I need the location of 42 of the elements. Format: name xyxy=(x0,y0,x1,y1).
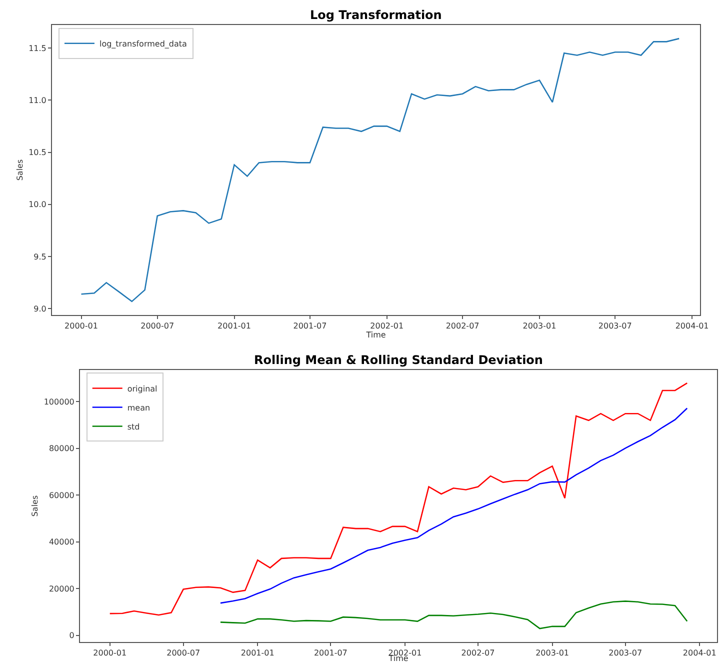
x-tick-label: 2003-01 xyxy=(522,322,556,331)
line-series xyxy=(80,38,680,302)
y-tick-label: 0 xyxy=(69,631,74,640)
y-axis-title: Sales xyxy=(30,495,40,517)
y-tick-label: 10.5 xyxy=(28,148,46,158)
x-tick-label: 2000-01 xyxy=(93,648,127,658)
x-tick-label: 2004-01 xyxy=(682,648,716,658)
x-tick-label: 2004-01 xyxy=(675,322,709,331)
x-tick-label: 2000-07 xyxy=(166,648,200,658)
y-tick-label: 20000 xyxy=(48,584,74,594)
x-tick-label: 2001-07 xyxy=(293,322,327,331)
line-series xyxy=(109,382,688,616)
legend-label: log_transformed_data xyxy=(99,40,188,49)
y-tick-label: 11.0 xyxy=(28,96,46,105)
x-tick-label: 2002-07 xyxy=(461,648,495,658)
y-axis-title: Sales xyxy=(15,159,24,181)
y-tick-label: 9.5 xyxy=(34,252,46,262)
legend-label: std xyxy=(127,422,140,432)
y-tick-label: 9.0 xyxy=(34,304,46,314)
chart-title: Rolling Mean & Rolling Standard Deviation xyxy=(254,353,543,367)
line-series xyxy=(220,408,688,604)
y-tick-label: 40000 xyxy=(48,538,74,547)
x-tick-label: 2001-01 xyxy=(240,648,274,658)
y-tick-label: 60000 xyxy=(48,490,74,500)
x-tick-label: 2002-01 xyxy=(370,322,404,331)
x-tick-label: 2003-01 xyxy=(536,648,570,658)
legend-label: mean xyxy=(127,403,150,412)
x-tick-label: 2002-07 xyxy=(446,322,480,331)
x-tick-label: 2001-07 xyxy=(314,648,348,658)
line-series xyxy=(220,600,688,630)
y-tick-label: 11.5 xyxy=(28,44,46,53)
x-tick-label: 2000-01 xyxy=(64,322,98,331)
x-tick-label: 2001-01 xyxy=(218,322,251,331)
chart-title: Log Transformation xyxy=(310,8,442,22)
x-tick-label: 2003-07 xyxy=(598,322,632,331)
x-axis-title: Time xyxy=(365,330,386,340)
y-tick-label: 100000 xyxy=(44,398,74,406)
x-tick-label: 2003-07 xyxy=(608,648,642,658)
y-tick-label: 10.0 xyxy=(28,200,46,210)
y-tick-label: 80000 xyxy=(48,444,74,454)
legend-label: original xyxy=(127,384,158,394)
x-tick-label: 2000-07 xyxy=(140,322,174,331)
